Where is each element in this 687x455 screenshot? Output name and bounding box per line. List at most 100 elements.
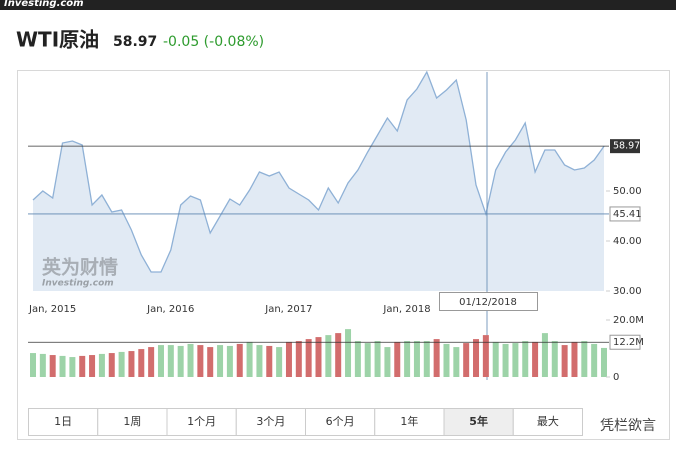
volume-bar [177,345,184,377]
range-button[interactable] [28,408,99,436]
volume-bar [354,341,361,377]
volume-bar [89,355,96,377]
volume-bar [512,343,519,377]
volume-bar [30,353,36,377]
range-button-label[interactable]: 6个月 [326,415,355,428]
volume-bar [256,345,263,377]
volume-bar [285,341,292,377]
volume-bar [601,347,607,377]
price-line [32,70,605,273]
volume-bar [374,341,381,377]
volume-bar [197,345,204,377]
volume-bar [98,353,105,377]
volume-bar [246,341,253,377]
volume-bar [226,345,233,377]
volume-bar [108,353,115,377]
volume-bar [591,343,598,377]
instrument-title: WTI原油 [16,28,99,52]
x-tick-label: Jan, 2017 [264,304,312,315]
volume-bar [187,343,194,377]
range-button-label[interactable]: 1年 [400,414,418,428]
volume-bar [207,347,214,377]
volume-bar [128,351,135,377]
last-price-label: 58.97 [613,141,640,152]
top-bar [0,0,676,10]
volume-bar [394,341,401,377]
x-tick-label: Jan, 2015 [28,304,76,315]
range-button-label[interactable]: 5年 [469,414,488,428]
x-tick-label: Jan, 2016 [146,304,194,315]
last-price-box [610,139,640,154]
volume-bar [79,355,86,377]
volume-bar [581,341,588,377]
volume-bar [325,335,332,377]
volume-bar [492,341,499,377]
crosshair-date-label: 01/12/2018 [459,297,517,308]
range-button[interactable] [443,408,514,436]
volume-bar [443,343,450,377]
range-button-label[interactable]: 1个月 [187,415,216,428]
y-tick-label: 50.00 [613,186,642,197]
volume-bar [364,343,371,377]
logo[interactable]: Investing.com [4,0,84,9]
volume-bar [39,353,46,377]
volume-bar [571,341,578,377]
volume-bar [502,343,509,377]
range-button[interactable] [374,408,445,436]
volume-bar [315,337,322,377]
volume-bar [561,345,568,377]
author-watermark: 凭栏欲言 [600,418,656,434]
volume-bar [463,343,470,377]
volume-bar [167,345,174,377]
volume-bar [345,329,352,377]
volume-bar [305,339,312,377]
range-button[interactable] [305,408,376,436]
last-volume-box [609,334,641,350]
volume-bar [295,341,302,377]
volume-bar [118,351,125,377]
price: 58.97 [113,34,157,50]
crosshair-value-box [609,206,641,222]
price-area [33,72,604,291]
chart-frame [17,70,670,440]
volume-bar [433,339,440,377]
plot: 30.00 40.00 50.00 Jan, 2015 Jan, 2016 Jan, 20… [28,70,644,436]
volume-bar [541,333,548,377]
range-button[interactable] [235,408,306,436]
volume-bar [532,341,539,377]
volume-bar [157,345,164,377]
volume-bar [482,335,489,377]
price-change: -0.05 (-0.08%) [163,34,264,50]
crosshair-date-box [439,292,538,311]
volume-bar [413,341,420,377]
range-button-label[interactable]: 1周 [123,415,141,428]
volume-bar [69,357,76,377]
volume-bar [138,349,145,377]
range-button[interactable] [166,408,237,436]
range-button-label[interactable]: 3个月 [256,415,285,428]
watermark-brand: 英为财情 [42,256,118,279]
y-tick-label: 0 [613,372,619,383]
crosshair-value-label: 45.41 [613,209,642,220]
volume-bar [551,341,558,377]
volume-bar [148,347,155,377]
range-button-label[interactable]: 最大 [537,414,559,428]
volume-bar [49,355,56,377]
volume-bar [236,343,243,377]
y-tick-label: 20.0M [613,315,644,326]
range-button[interactable] [97,408,168,436]
volume-bar [453,347,460,377]
volume-bar [335,333,342,377]
range-button-label[interactable]: 1日 [54,415,72,428]
volume-bar [59,355,66,377]
range-button[interactable] [512,408,583,436]
volume-bar [404,341,411,377]
volume-bar [522,341,529,377]
watermark-site: Investing.com [42,279,114,289]
volume-bar [276,347,283,377]
y-tick-label: 40.00 [613,236,642,247]
volume-bar [473,339,480,377]
y-tick-label: 30.00 [613,286,642,297]
